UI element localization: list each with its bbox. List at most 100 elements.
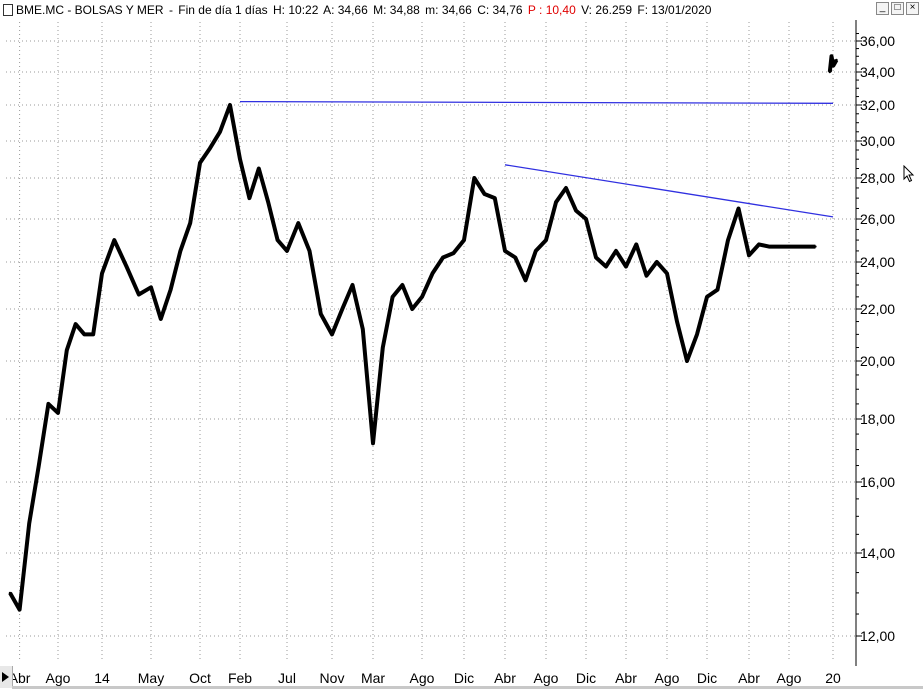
data-point <box>777 245 781 248</box>
data-point <box>787 245 791 248</box>
y-axis: 36,00 34,00 32,00 30,00 28,00 26,00 24,00 22,00… <box>855 20 895 666</box>
data-point <box>747 254 751 257</box>
data-point <box>56 411 60 415</box>
price-series-1 <box>827 54 839 73</box>
data-point <box>218 130 222 133</box>
data-point <box>524 279 527 282</box>
data-point <box>267 201 270 204</box>
symbol-label: BME.MC - BOLSAS Y MER <box>16 3 164 17</box>
document-icon <box>3 4 13 16</box>
data-point <box>483 192 486 196</box>
data-point <box>645 274 648 277</box>
data-point <box>796 245 799 248</box>
data-point <box>830 55 833 58</box>
data-point <box>431 272 434 275</box>
volume-value: V: 26.259 <box>581 3 633 17</box>
data-point <box>351 283 354 287</box>
data-point <box>28 522 31 525</box>
data-point <box>441 256 445 259</box>
data-point <box>757 243 761 246</box>
data-point <box>8 591 12 595</box>
y-tick-label: 30,00 <box>860 133 895 149</box>
y-tick-label: 34,00 <box>860 64 895 80</box>
minimize-button[interactable]: _ <box>876 2 889 15</box>
data-point <box>828 70 831 74</box>
x-tick-label: Ago <box>777 670 802 686</box>
data-point <box>238 158 242 161</box>
data-point <box>514 256 517 259</box>
data-point <box>544 238 548 242</box>
data-point <box>381 346 384 349</box>
data-point <box>361 328 364 331</box>
data-point <box>189 221 192 225</box>
x-tick-label: Ago <box>655 670 680 686</box>
data-point <box>330 333 334 336</box>
data-point <box>149 286 153 289</box>
y-tick-label: 26,00 <box>860 211 895 227</box>
data-point <box>805 245 808 248</box>
close-value: C: 34,76 <box>477 3 523 17</box>
data-point <box>83 333 86 336</box>
x-tick-label: Dic <box>454 670 474 686</box>
x-tick-label: Jul <box>278 670 296 686</box>
data-point <box>675 320 679 323</box>
x-tick-label: Abr <box>738 670 760 686</box>
series-layer <box>8 54 839 612</box>
data-point <box>285 249 289 253</box>
x-tick-label: 14 <box>94 670 110 686</box>
data-point <box>169 288 172 291</box>
data-point <box>574 209 578 212</box>
mouse-pointer-icon <box>903 165 915 183</box>
open-value: A: 34,66 <box>323 3 368 17</box>
y-tick-label: 22,00 <box>860 301 895 317</box>
trendline-0[interactable] <box>239 100 834 104</box>
x-tick-label: Dic <box>697 670 717 686</box>
price-series-0 <box>8 103 816 612</box>
data-point <box>695 333 699 336</box>
data-point <box>473 176 476 180</box>
data-point <box>462 238 466 242</box>
scroll-left-button[interactable] <box>0 666 13 688</box>
x-tick-label: Feb <box>228 670 252 686</box>
data-point <box>137 293 140 296</box>
maximize-button[interactable]: □ <box>891 2 904 15</box>
data-point <box>594 256 598 259</box>
data-point <box>179 249 182 253</box>
x-tick-label: Abr <box>9 670 31 686</box>
data-point <box>18 608 21 611</box>
data-point <box>665 272 669 275</box>
data-point <box>737 207 740 210</box>
data-point <box>411 307 414 311</box>
chart-header-text: BME.MC - BOLSAS Y MER - Fin de día 1 día… <box>16 3 712 17</box>
trendline-1[interactable] <box>504 164 834 218</box>
x-tick-label: Nov <box>320 670 345 686</box>
data-point <box>297 221 300 225</box>
data-point <box>308 249 311 253</box>
close-button[interactable]: × <box>906 2 919 15</box>
x-tick-label: Abr <box>615 670 637 686</box>
data-point <box>228 103 232 107</box>
x-tick-label: Ago <box>534 670 559 686</box>
grid <box>6 22 856 660</box>
x-tick-label: Ago <box>410 670 435 686</box>
period-label: Fin de día 1 días <box>178 3 268 17</box>
data-point <box>767 245 771 248</box>
data-point <box>726 238 730 242</box>
data-point <box>100 272 104 275</box>
data-point <box>65 349 69 352</box>
data-point <box>716 288 719 291</box>
low-value: m: 34,66 <box>425 3 472 17</box>
data-point <box>391 295 394 299</box>
data-point <box>198 161 202 165</box>
y-tick-label: 16,00 <box>860 474 895 490</box>
data-point <box>159 317 162 321</box>
data-point <box>635 243 638 246</box>
data-point <box>276 238 279 242</box>
data-point <box>564 186 568 190</box>
data-point <box>614 249 618 253</box>
x-tick-label: Mar <box>361 670 385 686</box>
y-tick-label: 32,00 <box>860 97 895 113</box>
x-tick-label: Ago <box>46 670 71 686</box>
horizontal-scrollbar[interactable] <box>12 686 923 689</box>
